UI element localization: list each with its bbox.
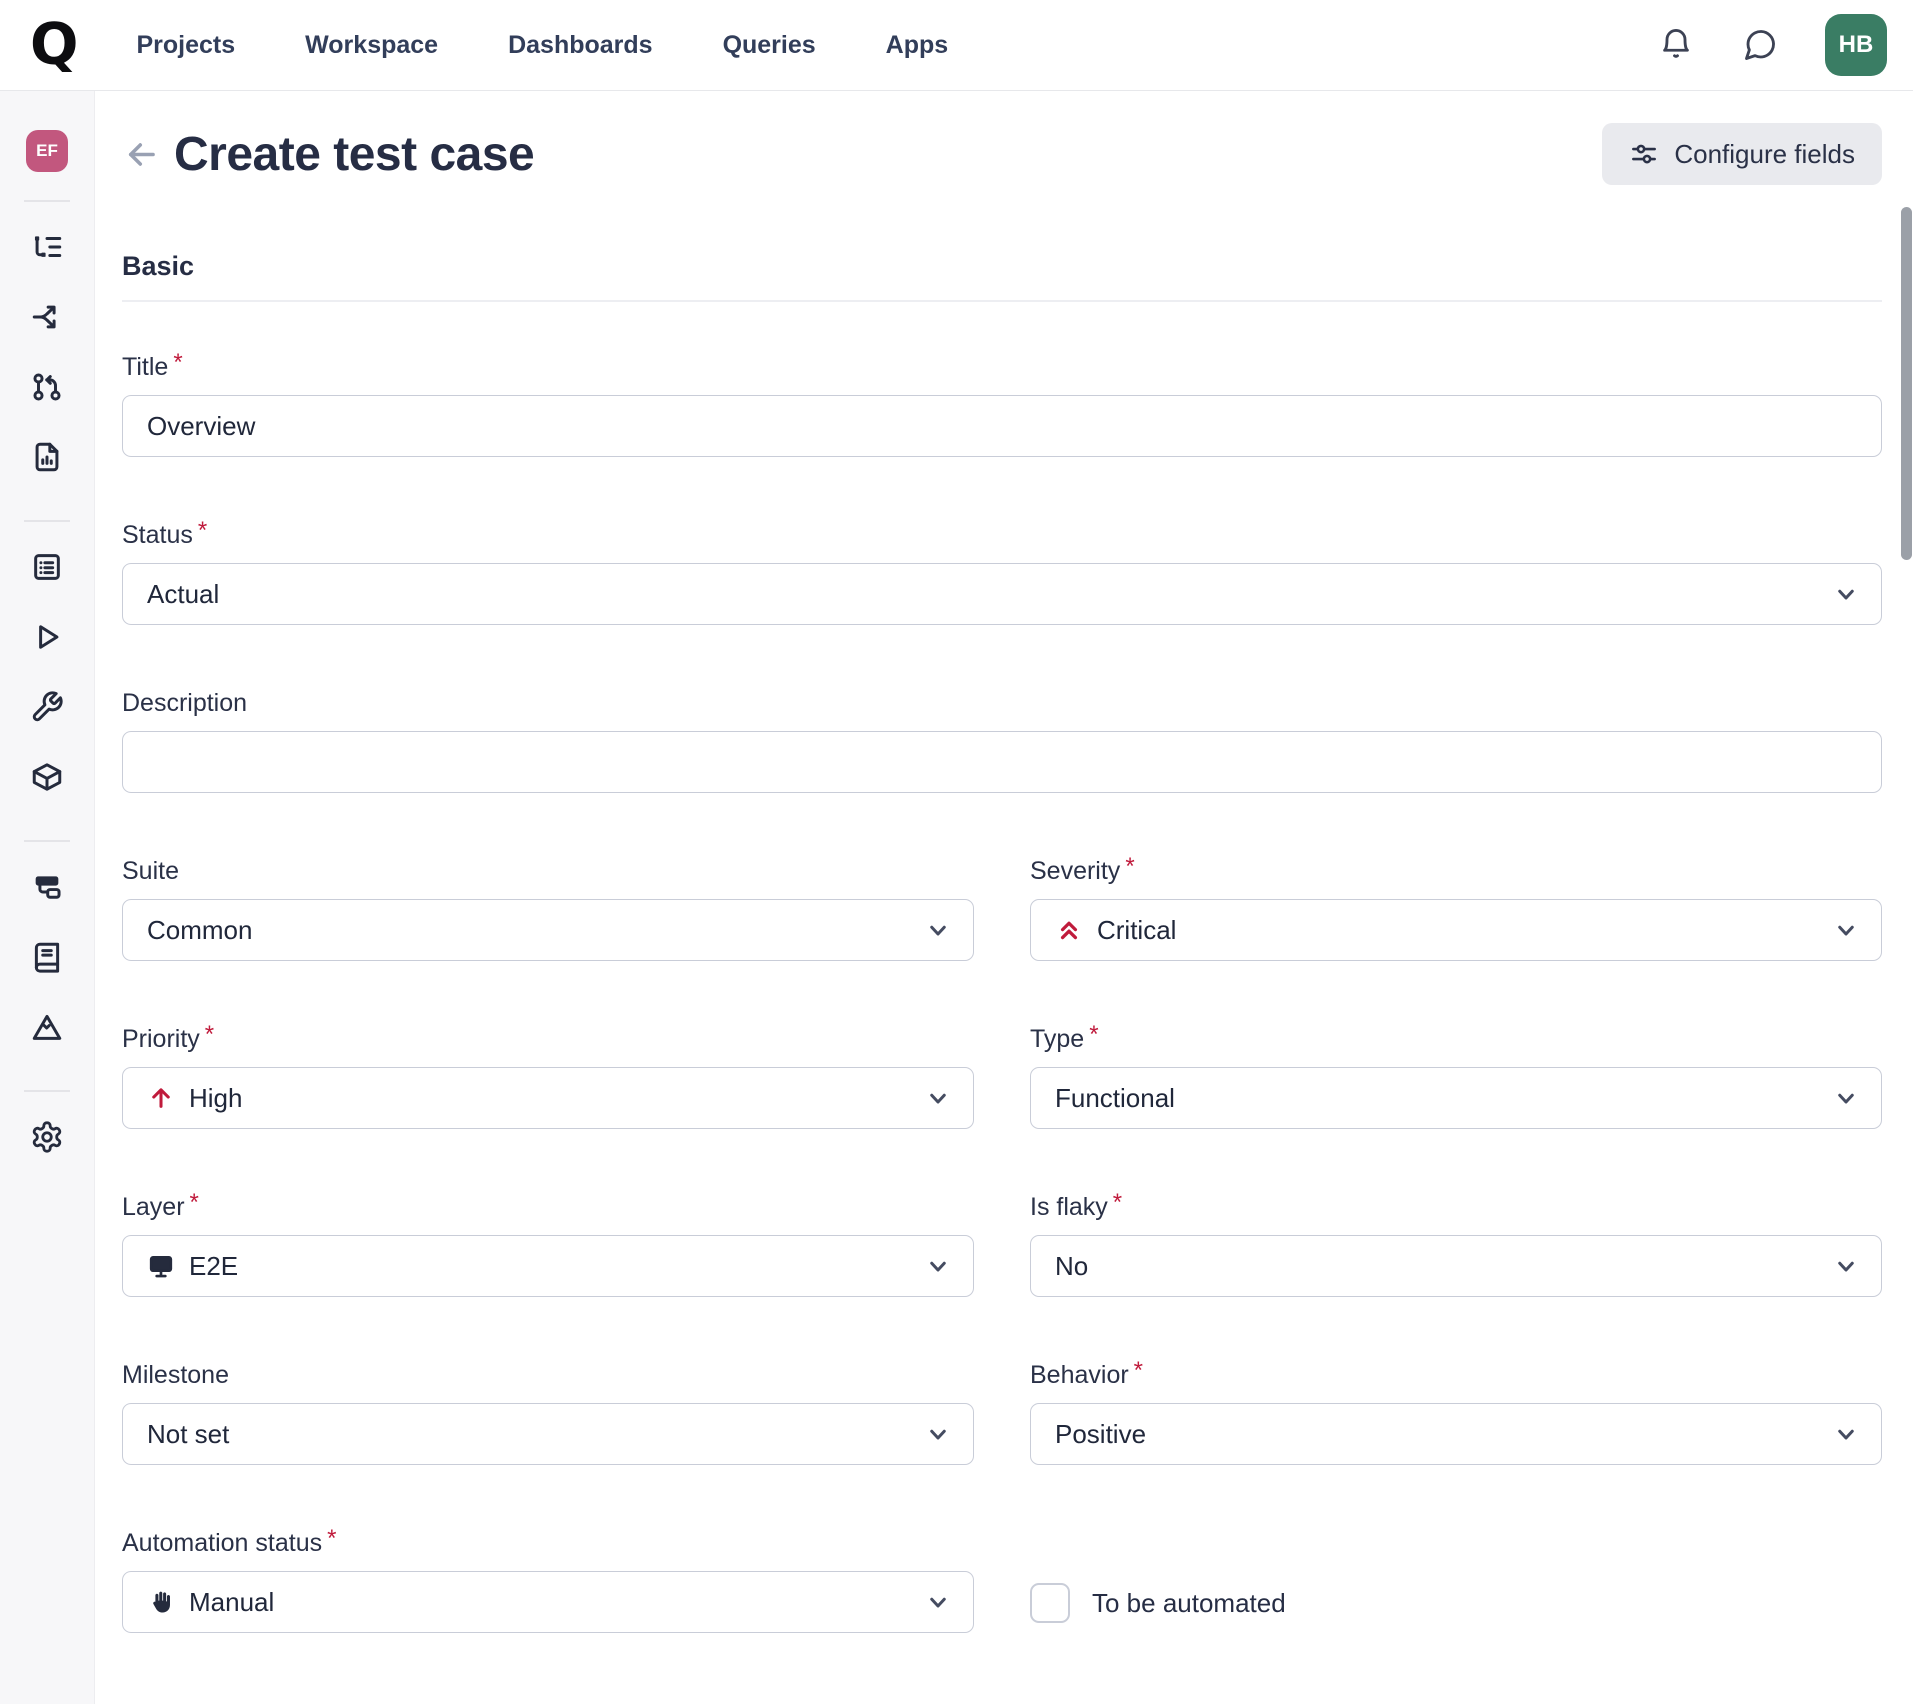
project-sidebar: EF	[0, 90, 95, 1704]
field-title: Title * Overview	[122, 349, 1882, 457]
sidebar-divider	[24, 1090, 70, 1092]
double-chevron-up-icon	[1055, 916, 1083, 944]
tools-icon[interactable]	[30, 690, 64, 724]
reports-icon[interactable]	[30, 440, 64, 474]
milestone-select[interactable]: Not set	[122, 1403, 974, 1465]
repository-icon[interactable]	[30, 230, 64, 264]
chat-bubble-icon[interactable]	[1741, 26, 1779, 64]
sidebar-divider	[24, 520, 70, 522]
description-label: Description	[122, 689, 248, 717]
field-behavior: Behavior * Positive	[1030, 1357, 1882, 1465]
documents-icon[interactable]	[30, 940, 64, 974]
behavior-label: Behavior *	[1030, 1357, 1144, 1390]
suite-select[interactable]: Common	[122, 899, 974, 961]
is-flaky-label: Is flaky *	[1030, 1189, 1123, 1222]
automation-status-select[interactable]: Manual	[122, 1571, 974, 1633]
milestones-icon[interactable]	[30, 1010, 64, 1044]
defects-icon[interactable]	[30, 870, 64, 904]
section-divider	[122, 300, 1882, 302]
sidebar-divider	[24, 200, 70, 202]
status-label: Status *	[122, 517, 208, 550]
title-input[interactable]: Overview	[122, 395, 1882, 457]
field-layer: Layer * E2E	[122, 1189, 974, 1297]
nav-item-apps[interactable]: Apps	[885, 30, 949, 59]
configure-fields-button[interactable]: Configure fields	[1602, 123, 1882, 185]
status-select[interactable]: Actual	[122, 563, 1882, 625]
automation-status-label: Automation status *	[122, 1525, 337, 1558]
field-to-be-automated: To be automated	[1030, 1528, 1882, 1633]
chevron-down-icon	[1831, 1419, 1861, 1449]
monitor-icon	[147, 1252, 175, 1280]
settings-gear-icon[interactable]	[30, 1120, 64, 1154]
chevron-down-icon	[923, 915, 953, 945]
records-icon[interactable]	[30, 550, 64, 584]
field-suite: Suite Common	[122, 856, 974, 961]
chevron-down-icon	[923, 1251, 953, 1281]
field-automation-status: Automation status * Manual	[122, 1525, 974, 1633]
description-input[interactable]	[122, 731, 1882, 793]
back-arrow-icon[interactable]	[122, 135, 160, 173]
hand-icon	[147, 1588, 175, 1616]
qase-logo[interactable]: Q	[30, 11, 78, 78]
chevron-down-icon	[1831, 1083, 1861, 1113]
field-status: Status * Actual	[122, 517, 1882, 625]
chevron-down-icon	[1831, 1251, 1861, 1281]
to-be-automated-checkbox[interactable]	[1030, 1583, 1070, 1623]
vertical-scrollbar-thumb[interactable]	[1901, 207, 1912, 560]
type-select[interactable]: Functional	[1030, 1067, 1882, 1129]
review-flow-icon[interactable]	[30, 370, 64, 404]
field-type: Type * Functional	[1030, 1021, 1882, 1129]
severity-select[interactable]: Critical	[1030, 899, 1882, 961]
runs-icon[interactable]	[30, 620, 64, 654]
chevron-down-icon	[923, 1587, 953, 1617]
chevron-down-icon	[1831, 579, 1861, 609]
layer-label: Layer *	[122, 1189, 199, 1222]
field-is-flaky: Is flaky * No	[1030, 1189, 1882, 1297]
nav-item-queries[interactable]: Queries	[722, 30, 816, 59]
chevron-down-icon	[923, 1419, 953, 1449]
notifications-bell-icon[interactable]	[1657, 26, 1695, 64]
suite-label: Suite	[122, 857, 179, 885]
title-label: Title *	[122, 349, 183, 382]
sidebar-divider	[24, 840, 70, 842]
priority-select[interactable]: High	[122, 1067, 974, 1129]
nav-item-workspace[interactable]: Workspace	[305, 30, 439, 59]
nav-item-projects[interactable]: Projects	[136, 30, 236, 59]
top-navbar: Q Projects Workspace Dashboards Queries …	[0, 0, 1913, 90]
severity-label: Severity *	[1030, 853, 1135, 886]
to-be-automated-row[interactable]: To be automated	[1030, 1583, 1882, 1623]
is-flaky-select[interactable]: No	[1030, 1235, 1882, 1297]
field-milestone: Milestone Not set	[122, 1360, 974, 1465]
project-badge[interactable]: EF	[26, 130, 68, 172]
environments-icon[interactable]	[30, 760, 64, 794]
section-title-basic: Basic	[122, 251, 195, 281]
field-severity: Severity * Critical	[1030, 853, 1882, 961]
field-priority: Priority * High	[122, 1021, 974, 1129]
arrow-up-icon	[147, 1084, 175, 1112]
milestone-label: Milestone	[122, 1361, 229, 1389]
to-be-automated-label: To be automated	[1092, 1587, 1286, 1618]
priority-label: Priority *	[122, 1021, 215, 1054]
type-label: Type *	[1030, 1021, 1099, 1054]
chevron-down-icon	[1831, 915, 1861, 945]
sliders-icon	[1629, 139, 1659, 169]
shared-steps-icon[interactable]	[30, 300, 64, 334]
page-title: Create test case	[174, 127, 535, 181]
field-description: Description	[122, 688, 1882, 793]
main-nav: Projects Workspace Dashboards Queries Ap…	[136, 31, 948, 60]
main-content: Create test case Configure fields Basic …	[95, 90, 1913, 1704]
layer-select[interactable]: E2E	[122, 1235, 974, 1297]
behavior-select[interactable]: Positive	[1030, 1403, 1882, 1465]
user-avatar[interactable]: HB	[1825, 14, 1887, 76]
chevron-down-icon	[923, 1083, 953, 1113]
navbar-right: HB	[1657, 14, 1887, 76]
nav-item-dashboards[interactable]: Dashboards	[508, 30, 653, 59]
